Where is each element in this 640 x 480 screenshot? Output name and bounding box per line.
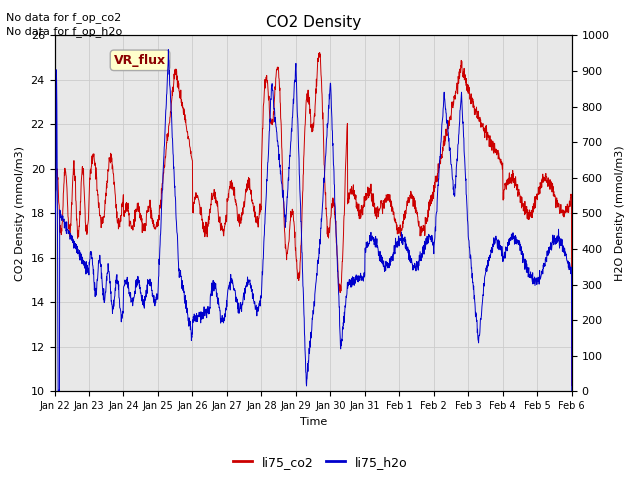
Text: No data for f_op_co2: No data for f_op_co2 xyxy=(6,12,122,23)
Y-axis label: CO2 Density (mmol/m3): CO2 Density (mmol/m3) xyxy=(15,146,25,281)
Text: VR_flux: VR_flux xyxy=(114,54,166,67)
Text: No data for f_op_h2o: No data for f_op_h2o xyxy=(6,26,123,37)
Legend: li75_co2, li75_h2o: li75_co2, li75_h2o xyxy=(228,451,412,474)
Y-axis label: H2O Density (mmol/m3): H2O Density (mmol/m3) xyxy=(615,145,625,281)
X-axis label: Time: Time xyxy=(300,417,327,427)
Title: CO2 Density: CO2 Density xyxy=(266,15,361,30)
